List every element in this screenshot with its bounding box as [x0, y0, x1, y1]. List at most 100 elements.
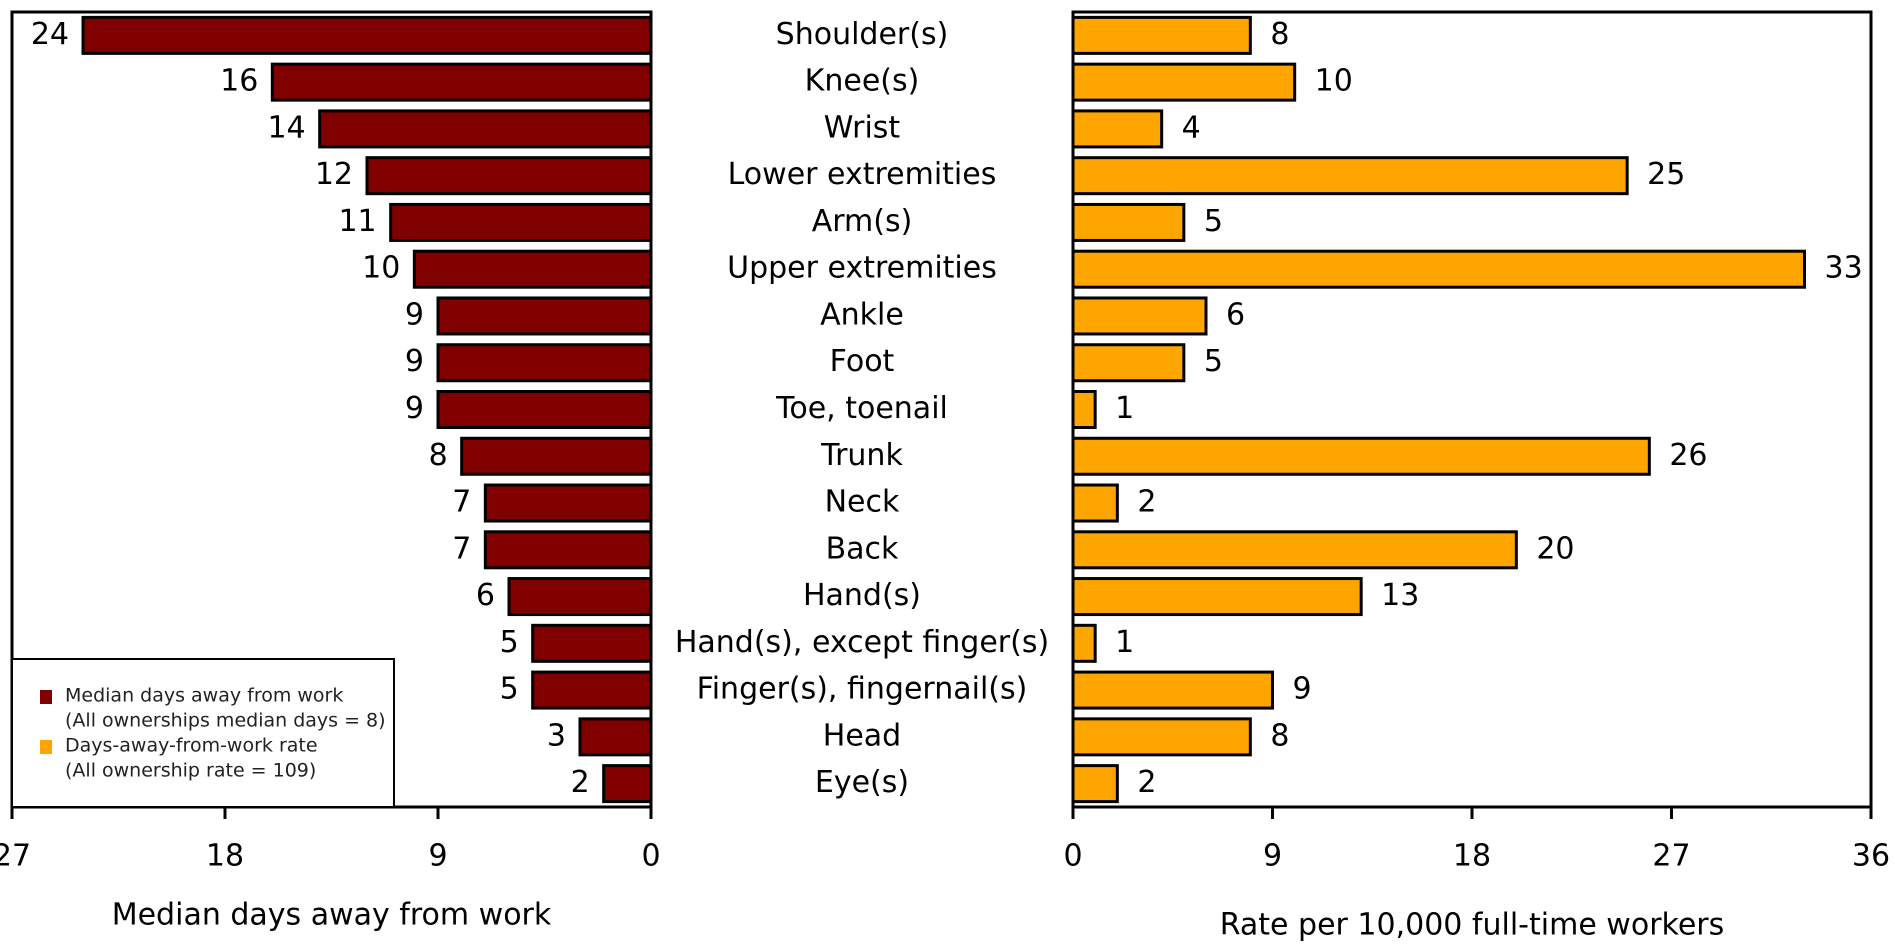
- legend-swatch: [40, 690, 52, 704]
- bar: [1071, 623, 1097, 663]
- x-axis-label: Median days away from work: [112, 898, 552, 933]
- bar: [389, 202, 653, 242]
- data-label: 1: [1115, 391, 1134, 426]
- data-label: 2: [1137, 485, 1156, 520]
- category-label: Ankle: [820, 297, 904, 332]
- bar: [1071, 296, 1208, 336]
- x-tick-label: 0: [1063, 839, 1082, 874]
- category-label: Upper extremities: [727, 251, 997, 286]
- x-axis-label: Rate per 10,000 full-time workers: [1220, 908, 1725, 943]
- data-label: 25: [1647, 157, 1685, 192]
- category-label: Foot: [830, 344, 895, 379]
- legend-swatch: [40, 740, 52, 754]
- bar: [412, 249, 653, 289]
- bar: [1071, 577, 1363, 617]
- data-label: 10: [362, 251, 400, 286]
- data-label: 3: [547, 718, 566, 753]
- data-label: 26: [1669, 438, 1707, 473]
- bar: [1071, 343, 1186, 383]
- data-label: 13: [1381, 578, 1419, 613]
- bar: [531, 623, 653, 663]
- data-label: 9: [405, 391, 424, 426]
- data-label: 5: [1204, 344, 1223, 379]
- data-label: 7: [452, 531, 471, 566]
- bar: [270, 62, 653, 102]
- bar: [1071, 717, 1252, 757]
- data-label: 9: [405, 344, 424, 379]
- bar: [1071, 436, 1651, 476]
- legend-label: Days-away-from-work rate: [65, 735, 318, 757]
- data-label: 12: [315, 157, 353, 192]
- data-label: 11: [338, 204, 376, 239]
- category-label: Knee(s): [805, 64, 920, 99]
- x-tick-label: 9: [1263, 839, 1282, 874]
- legend-label: Median days away from work: [65, 685, 343, 707]
- bar: [483, 483, 653, 523]
- data-label: 8: [429, 438, 448, 473]
- legend-note: (All ownerships median days = 8): [65, 710, 386, 732]
- data-label: 5: [500, 625, 519, 660]
- category-label: Hand(s): [803, 578, 921, 613]
- bar: [1071, 109, 1164, 149]
- bar: [483, 530, 653, 570]
- category-label: Finger(s), fingernail(s): [697, 672, 1028, 707]
- bar: [1071, 62, 1297, 102]
- legend-box: [11, 658, 395, 808]
- x-tick-label: 27: [0, 839, 31, 874]
- bar: [602, 764, 653, 804]
- data-label: 7: [452, 485, 471, 520]
- bar: [436, 390, 653, 429]
- bar: [1071, 15, 1252, 55]
- bar: [81, 15, 653, 55]
- category-label: Toe, toenail: [775, 391, 948, 426]
- x-tick-label: 27: [1652, 839, 1690, 874]
- x-tick-label: 18: [1453, 839, 1491, 874]
- bar: [1071, 390, 1097, 429]
- data-label: 2: [1137, 765, 1156, 800]
- data-label: 24: [31, 17, 69, 52]
- data-label: 5: [500, 672, 519, 707]
- bar: [507, 577, 653, 617]
- data-label: 6: [1226, 297, 1245, 332]
- bar: [318, 109, 653, 149]
- bar: [365, 156, 653, 196]
- category-label: Back: [826, 531, 899, 566]
- bar: [1071, 483, 1119, 523]
- category-label: Trunk: [820, 438, 903, 473]
- data-label: 8: [1270, 718, 1289, 753]
- x-tick-label: 9: [428, 839, 447, 874]
- bar: [531, 670, 653, 710]
- category-label: Eye(s): [815, 765, 909, 800]
- data-label: 16: [220, 64, 258, 99]
- x-tick-label: 18: [206, 839, 244, 874]
- data-label: 10: [1315, 64, 1353, 99]
- category-label: Wrist: [824, 110, 901, 145]
- bar: [1071, 202, 1186, 242]
- category-label: Hand(s), except finger(s): [675, 625, 1049, 660]
- data-label: 9: [405, 297, 424, 332]
- category-label: Lower extremities: [728, 157, 997, 192]
- category-label: Neck: [825, 485, 900, 520]
- data-label: 5: [1204, 204, 1223, 239]
- x-tick-label: 0: [641, 839, 660, 874]
- data-label: 8: [1270, 17, 1289, 52]
- data-label: 6: [476, 578, 495, 613]
- bar: [436, 296, 653, 336]
- bar: [460, 436, 653, 476]
- bar: [1071, 530, 1518, 570]
- bar: [578, 717, 653, 757]
- bar: [436, 343, 653, 383]
- bar: [1071, 670, 1274, 710]
- data-label: 4: [1182, 110, 1201, 145]
- bar: [1071, 156, 1629, 196]
- category-label: Head: [823, 718, 901, 753]
- data-label: 33: [1825, 251, 1863, 286]
- category-label: Shoulder(s): [776, 17, 949, 52]
- data-label: 1: [1115, 625, 1134, 660]
- data-label: 20: [1536, 531, 1574, 566]
- x-tick-label: 36: [1852, 839, 1890, 874]
- data-label: 9: [1293, 672, 1312, 707]
- bar: [1071, 249, 1806, 289]
